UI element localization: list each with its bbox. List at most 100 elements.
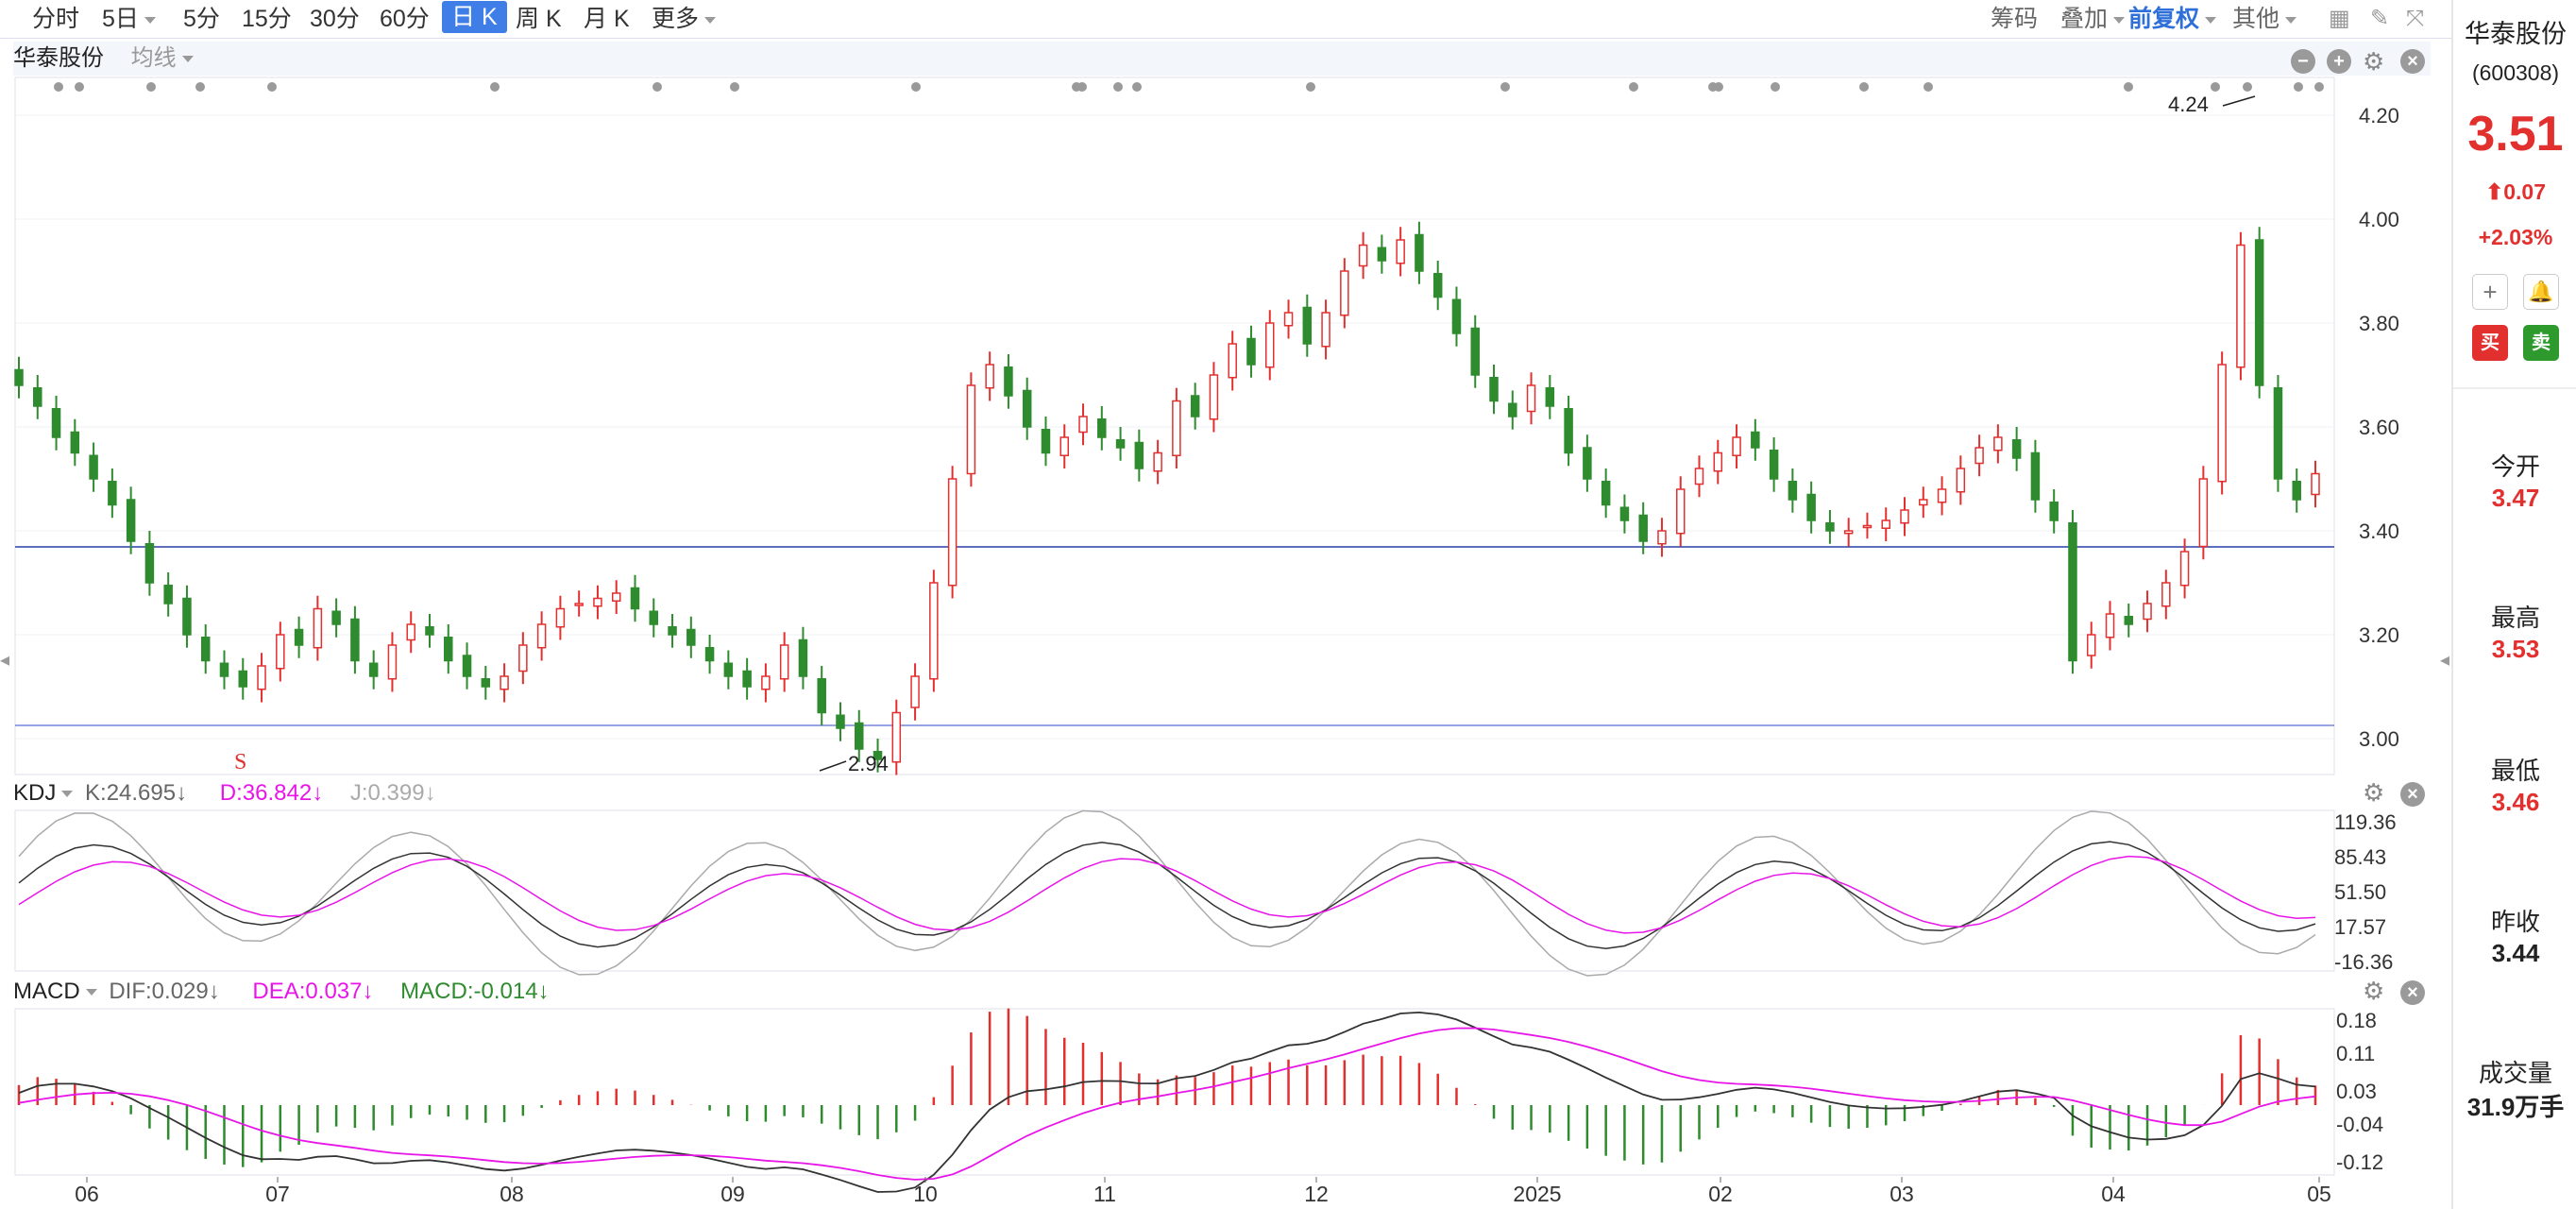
ma-label: 均线 — [130, 45, 177, 71]
candle-body — [1264, 322, 1275, 368]
candle-body — [108, 481, 117, 506]
add-watchlist-icon[interactable]: + — [2472, 274, 2508, 310]
period-intraday[interactable]: 分时 — [32, 6, 80, 32]
candle-body — [779, 644, 789, 680]
close-icon[interactable]: × — [2400, 980, 2425, 1005]
adjust-menu[interactable]: 前复权 — [2128, 0, 2217, 38]
candle-body — [200, 637, 211, 662]
candle-body — [70, 431, 80, 454]
close-icon[interactable]: × — [2400, 782, 2425, 807]
candle-body — [2217, 364, 2227, 483]
candle-body — [742, 670, 752, 688]
sell-button[interactable]: 卖 — [2523, 325, 2559, 361]
macd-tick-label: 0.03 — [2336, 1080, 2377, 1103]
chips-button[interactable]: 筹码 — [1991, 6, 2039, 32]
candle-body — [1937, 488, 1947, 503]
candle-body — [1601, 481, 1611, 506]
candle-body — [1919, 499, 1928, 506]
macd-header: MACD DIF:0.029↓ DEA:0.037↓ MACD:-0.014↓ — [13, 975, 2431, 1009]
period-15min[interactable]: 15分 — [242, 6, 292, 32]
left-collapse-icon[interactable]: ◂ — [0, 650, 10, 671]
candle-body — [929, 582, 939, 680]
kdj-k-line — [18, 841, 2316, 950]
kdj-menu[interactable]: KDJ — [13, 780, 74, 806]
event-dot — [1500, 82, 1510, 92]
candle-body — [1843, 530, 1854, 535]
candle-body — [2030, 451, 2041, 501]
buy-button[interactable]: 买 — [2472, 325, 2508, 361]
event-dot — [146, 82, 156, 92]
arrow-up-icon: ⬆ — [2484, 179, 2504, 204]
period-60min[interactable]: 60分 — [380, 6, 430, 32]
candle-body — [985, 364, 994, 389]
event-dot — [911, 82, 921, 92]
candle-body — [238, 670, 248, 688]
kdj-tick-label: 51.50 — [2334, 880, 2386, 904]
macd-tick-label: 0.11 — [2336, 1042, 2375, 1065]
right-collapse-icon[interactable]: ◂ — [2440, 650, 2450, 671]
kdj-header: KDJ K:24.695↓ D:36.842↓ J:0.399↓ — [13, 776, 2431, 810]
candle-body — [1377, 247, 1387, 262]
candle-body — [2105, 613, 2115, 639]
candle-body — [1246, 337, 1256, 366]
candle-body — [668, 626, 677, 636]
candle-body — [1172, 400, 1181, 456]
other-menu[interactable]: 其他 — [2232, 0, 2297, 38]
candle-body — [2198, 478, 2209, 548]
candle-body — [500, 675, 509, 690]
ma-menu[interactable]: 均线 — [131, 45, 194, 71]
candle-body — [649, 610, 659, 625]
candle-body — [1638, 514, 1648, 542]
plus-icon[interactable]: + — [2327, 49, 2351, 74]
price-tick-label: 3.20 — [2359, 623, 2399, 647]
candle-body — [1041, 429, 1051, 454]
candle-body — [686, 628, 696, 646]
period-weekly-k[interactable]: 周 K — [516, 6, 562, 32]
macd-dea-line — [18, 1027, 2316, 1181]
period-toolbar: 分时 5日 5分 15分 30分 60分 日 K 周 K 月 K 更多 筹码 叠… — [0, 0, 2451, 39]
macd-menu[interactable]: MACD — [13, 979, 97, 1004]
period-5day[interactable]: 5日 — [102, 0, 156, 38]
more-menu[interactable]: 更多 — [652, 0, 717, 38]
fullscreen-icon[interactable]: ⤧ — [2406, 6, 2425, 31]
period-5min[interactable]: 5分 — [183, 6, 220, 32]
event-dot — [490, 82, 500, 92]
period-monthly-k[interactable]: 月 K — [584, 6, 630, 32]
candle-body — [2254, 239, 2264, 386]
time-tick-label: 03 — [1890, 1182, 1914, 1206]
close-icon[interactable]: × — [2400, 49, 2425, 74]
kdj-k-value: K:24.695↓ — [85, 780, 188, 806]
candle-body — [910, 675, 920, 708]
high-marker-label: 4.24 — [2168, 93, 2209, 116]
candle-body — [1974, 447, 1984, 465]
event-dot — [1629, 82, 1638, 92]
minus-icon[interactable]: − — [2291, 49, 2315, 74]
stock-chart[interactable]: 4.20 4.00 3.80 3.60 3.40 3.20 3.00 4.24 2.94 S 119… — [0, 0, 2451, 1209]
overlay-menu[interactable]: 叠加 — [2060, 0, 2126, 38]
chevron-down-icon — [2205, 16, 2217, 24]
candle-body — [1508, 402, 1517, 417]
event-dot — [1771, 82, 1780, 92]
time-tick-label: 04 — [2101, 1182, 2126, 1206]
kdj-tick-label: 119.36 — [2334, 810, 2397, 834]
price-tick-label: 4.00 — [2359, 208, 2399, 231]
candle-body — [406, 623, 415, 641]
pen-icon[interactable]: ✎ — [2370, 6, 2390, 31]
candle-body — [1115, 439, 1126, 449]
period-30min[interactable]: 30分 — [310, 6, 360, 32]
event-dot — [1306, 82, 1315, 92]
candle-body — [1788, 481, 1798, 501]
candle-body — [1619, 506, 1630, 521]
gear-icon[interactable]: ⚙ — [2363, 778, 2385, 807]
macd-dea-value: DEA:0.037↓ — [252, 979, 374, 1004]
candle-body — [1283, 312, 1294, 327]
candle-body — [611, 592, 621, 602]
gear-icon[interactable]: ⚙ — [2363, 47, 2385, 76]
candle-body — [1993, 436, 2003, 451]
candle-body — [276, 634, 285, 670]
period-daily-k[interactable]: 日 K — [442, 1, 507, 33]
macd-tick-label: -0.04 — [2336, 1113, 2383, 1136]
grid-icon[interactable]: ▦ — [2329, 6, 2350, 31]
gear-icon[interactable]: ⚙ — [2363, 977, 2385, 1005]
bell-icon[interactable]: 🔔 — [2523, 274, 2559, 310]
